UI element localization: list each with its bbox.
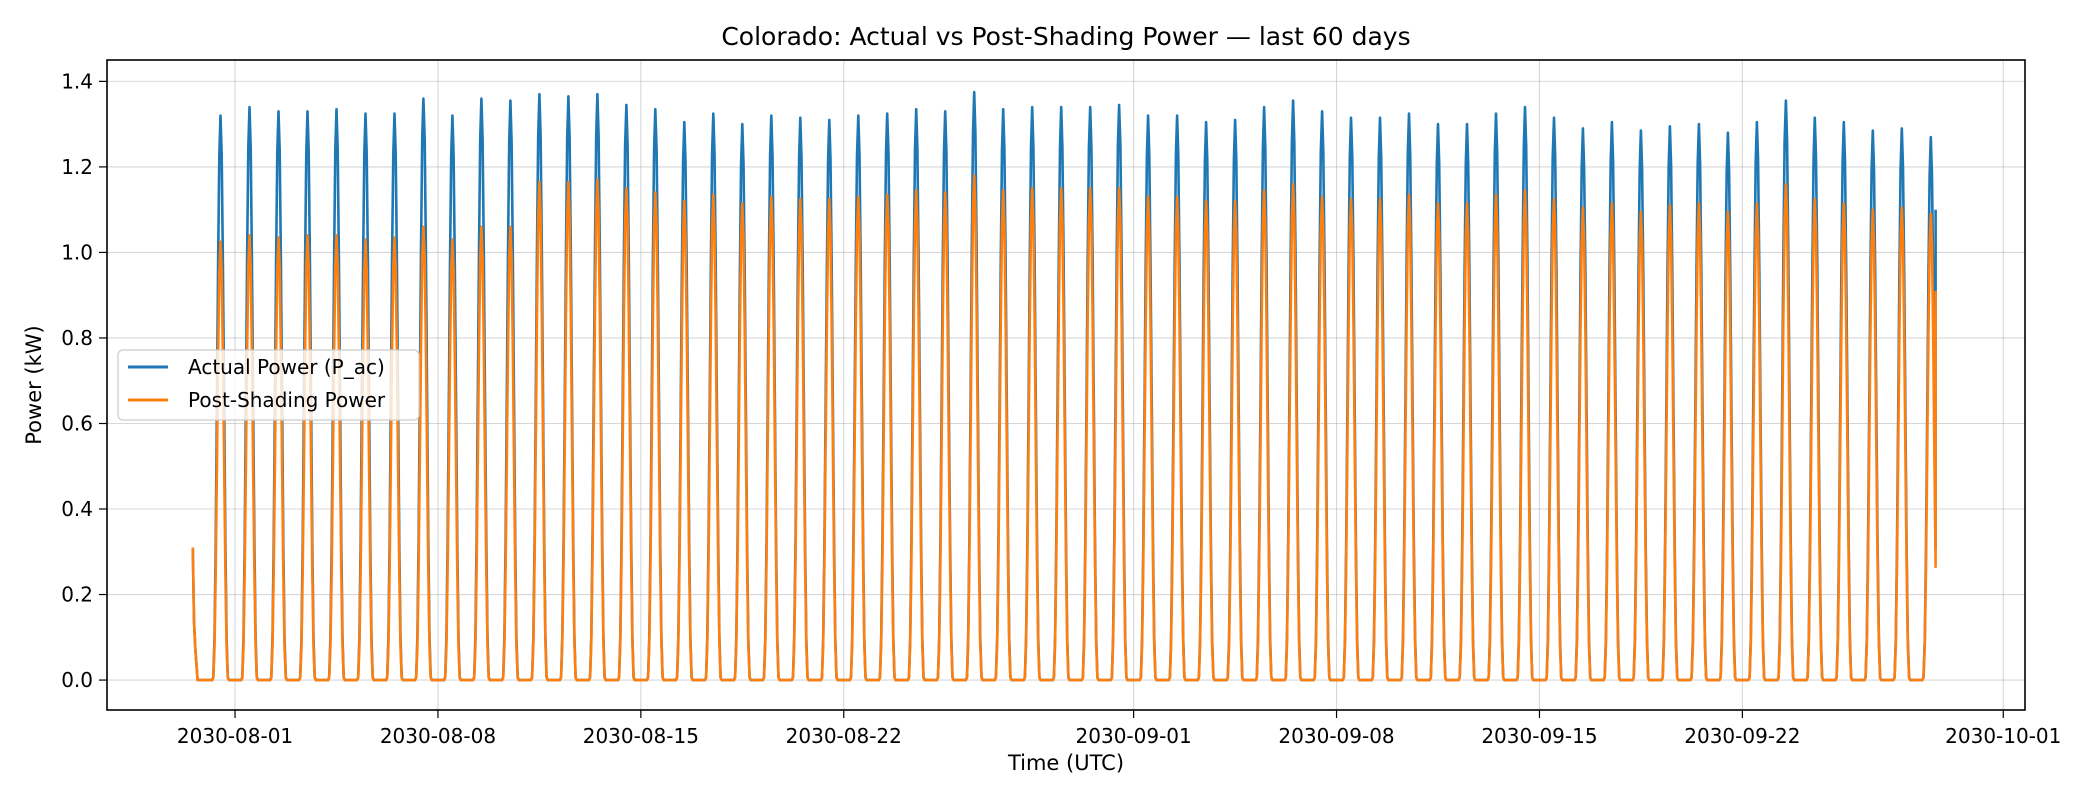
y-tick-label-2: 0.4 (61, 497, 93, 521)
legend: Actual Power (P_ac) Post-Shading Power (117, 349, 420, 421)
x-tick-label-3: 2030-08-22 (786, 724, 902, 748)
y-tick-label-6: 1.2 (61, 155, 93, 179)
legend-label-actual-power: Actual Power (P_ac) (188, 355, 385, 379)
x-tick-label-1: 2030-08-08 (380, 724, 496, 748)
y-tick-label-3: 0.6 (61, 411, 93, 435)
legend-label-post-shading-power: Post-Shading Power (188, 388, 386, 412)
plot-frame (106, 59, 2026, 711)
y-tick-label-7: 1.4 (61, 69, 93, 93)
legend-box (117, 349, 420, 421)
x-tick-label-0: 2030-08-01 (177, 724, 293, 748)
x-axis-label: Time (UTC) (1007, 751, 1124, 775)
x-tick-label-2: 2030-08-15 (583, 724, 699, 748)
x-tick-label-4: 2030-09-01 (1076, 724, 1192, 748)
series-layer (191, 90, 1937, 682)
y-tick-label-5: 1.0 (61, 240, 93, 264)
y-tick-label-4: 0.8 (61, 326, 93, 350)
x-tick-label-8: 2030-10-01 (1945, 724, 2061, 748)
x-tick-label-7: 2030-09-22 (1684, 724, 1800, 748)
y-tick-label-0: 0.0 (61, 668, 93, 692)
x-tick-label-5: 2030-09-08 (1278, 724, 1394, 748)
y-axis-label: Power (kW) (22, 325, 46, 444)
series-line-post-shading-power (191, 174, 1937, 682)
chart-title: Colorado: Actual vs Post-Shading Power —… (721, 22, 1410, 51)
y-tick-label-1: 0.2 (61, 583, 93, 607)
x-tick-label-6: 2030-09-15 (1481, 724, 1597, 748)
ticks: 0.0 0.2 0.4 0.6 0.8 1.0 1.2 1.4 2030-08-01 2030-0… (61, 69, 2061, 748)
